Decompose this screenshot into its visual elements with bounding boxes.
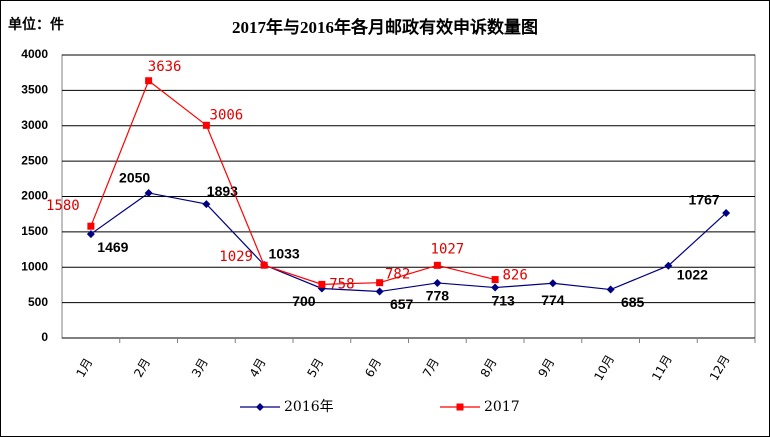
y-tick-label: 2500 — [21, 153, 48, 167]
legend-label: 2017 — [484, 399, 520, 415]
data-label: 774 — [541, 292, 565, 308]
y-tick-label: 4000 — [21, 47, 48, 61]
y-tick-label: 3000 — [21, 118, 48, 132]
y-tick-label: 500 — [28, 295, 48, 309]
data-label: 758 — [329, 276, 354, 292]
y-tick-label: 2000 — [21, 189, 48, 203]
point-marker — [318, 280, 326, 288]
data-label: 778 — [426, 288, 450, 304]
data-label: 1027 — [431, 241, 465, 257]
data-label: 713 — [491, 292, 515, 308]
data-label: 1893 — [207, 183, 238, 199]
point-marker — [256, 403, 264, 411]
data-label: 685 — [621, 294, 645, 310]
unit-label: 单位：件 — [8, 16, 64, 33]
point-marker — [722, 208, 731, 217]
y-tick-label: 3500 — [21, 83, 48, 97]
point-marker — [664, 261, 673, 270]
data-label: 1033 — [269, 246, 300, 262]
data-label: 3636 — [148, 59, 182, 75]
point-marker — [202, 200, 211, 209]
y-tick-label: 1000 — [21, 259, 48, 273]
point-marker — [375, 287, 384, 296]
point-marker — [260, 261, 268, 269]
legend-label: 2016年 — [284, 399, 334, 415]
data-label: 1580 — [46, 198, 80, 214]
data-label: 782 — [385, 267, 410, 283]
point-marker — [145, 77, 153, 85]
data-label: 700 — [292, 293, 316, 309]
point-marker — [433, 278, 442, 287]
data-label: 3006 — [210, 107, 244, 123]
point-marker — [491, 276, 499, 284]
data-label: 1767 — [689, 192, 720, 208]
data-label: 1022 — [677, 266, 708, 282]
point-marker — [606, 285, 615, 294]
point-marker — [202, 121, 210, 129]
point-marker — [87, 222, 95, 230]
data-label: 1029 — [219, 249, 253, 265]
point-marker — [548, 279, 557, 288]
data-label: 2050 — [119, 170, 150, 186]
point-marker — [433, 261, 441, 269]
series-line — [90, 192, 727, 293]
y-tick-label: 1500 — [21, 224, 48, 238]
point-marker — [491, 283, 500, 292]
chart-title: 2017年与2016年各月邮政有效申诉数量图 — [232, 17, 538, 37]
data-label: 826 — [502, 268, 527, 284]
point-marker — [376, 279, 384, 287]
y-tick-label: 0 — [41, 330, 48, 344]
point-marker — [86, 230, 95, 239]
data-label: 657 — [390, 296, 414, 312]
series-line — [90, 79, 496, 285]
data-label: 1469 — [97, 239, 128, 255]
point-marker — [144, 188, 153, 197]
point-marker — [456, 403, 464, 411]
